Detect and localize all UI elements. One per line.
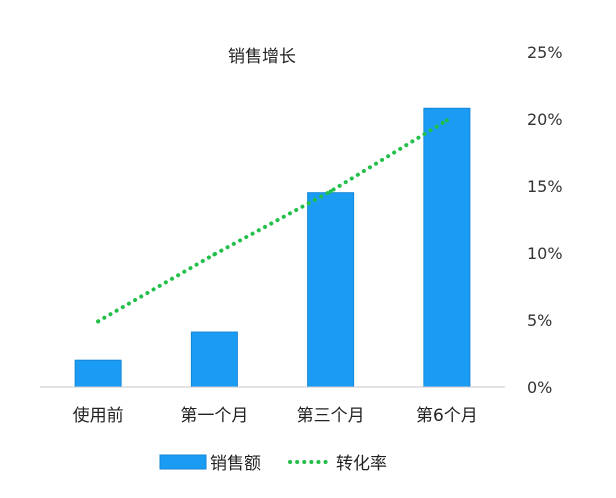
bar-1 bbox=[74, 359, 122, 388]
y-axis-ticks: 0% 5% 10% 15% 20% 25% bbox=[527, 43, 563, 397]
chart-title: 销售增长 bbox=[228, 47, 296, 67]
y-tick-label: 25% bbox=[527, 43, 563, 62]
y-tick-label: 20% bbox=[527, 110, 563, 129]
x-category-label: 第6个月 bbox=[416, 406, 478, 426]
legend: 销售额 转化率 bbox=[159, 454, 387, 474]
legend-swatch-sales bbox=[159, 454, 207, 470]
line-point-4 bbox=[444, 118, 449, 123]
y-tick-label: 0% bbox=[527, 378, 552, 397]
line-point-1 bbox=[96, 319, 101, 324]
legend-label-conversion: 转化率 bbox=[336, 454, 387, 474]
x-category-label: 第三个月 bbox=[297, 406, 365, 426]
line-point-2 bbox=[212, 252, 217, 257]
legend-label-sales: 销售额 bbox=[210, 454, 261, 474]
y-tick-label: 10% bbox=[527, 244, 563, 263]
y-tick-label: 15% bbox=[527, 177, 563, 196]
x-category-label: 第一个月 bbox=[180, 406, 248, 426]
bar-series bbox=[74, 107, 471, 388]
category-labels: 使用前 第一个月 第三个月 第6个月 bbox=[73, 405, 478, 426]
x-category-label: 使用前 bbox=[73, 405, 124, 426]
bar-2 bbox=[190, 331, 238, 388]
conversion-rate-line bbox=[96, 118, 449, 324]
line-series bbox=[96, 118, 449, 324]
y-tick-label: 5% bbox=[527, 311, 552, 330]
bar-3 bbox=[307, 192, 355, 388]
line-point-3 bbox=[328, 189, 333, 194]
bar-4 bbox=[423, 107, 471, 388]
